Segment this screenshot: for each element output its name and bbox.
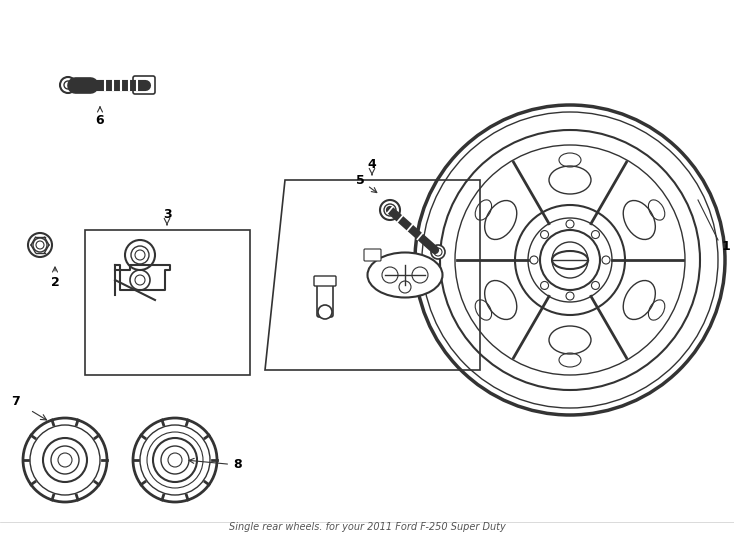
FancyBboxPatch shape — [314, 276, 336, 286]
Ellipse shape — [368, 253, 443, 298]
Text: 4: 4 — [368, 158, 377, 171]
Text: 8: 8 — [189, 458, 241, 471]
Bar — [85, 230, 250, 375]
Text: 7: 7 — [10, 395, 19, 408]
FancyBboxPatch shape — [364, 249, 381, 261]
Circle shape — [380, 200, 400, 220]
FancyBboxPatch shape — [133, 76, 155, 94]
Text: Single rear wheels. for your 2011 Ford F-250 Super Duty: Single rear wheels. for your 2011 Ford F… — [228, 522, 506, 532]
Text: 1: 1 — [722, 240, 731, 253]
Circle shape — [318, 305, 332, 319]
Circle shape — [60, 77, 76, 93]
Text: 5: 5 — [356, 173, 377, 193]
Text: 6: 6 — [95, 107, 104, 126]
Text: 3: 3 — [163, 208, 171, 221]
Text: 2: 2 — [51, 267, 59, 289]
FancyBboxPatch shape — [317, 283, 333, 317]
Circle shape — [431, 245, 445, 259]
